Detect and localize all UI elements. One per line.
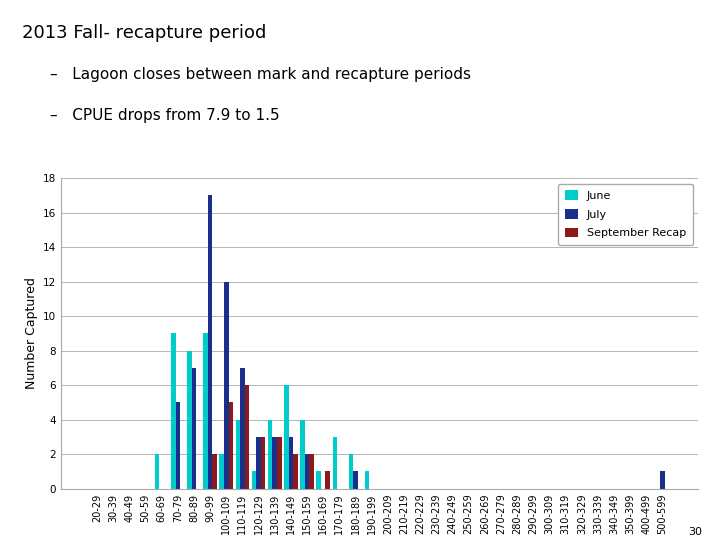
Bar xyxy=(171,334,176,489)
Bar xyxy=(252,471,256,489)
Legend: June, July, September Recap: June, July, September Recap xyxy=(558,184,693,245)
Bar xyxy=(155,454,159,489)
Bar xyxy=(268,420,272,489)
Bar xyxy=(284,385,289,489)
Bar xyxy=(240,368,245,489)
Bar xyxy=(212,454,217,489)
Bar xyxy=(348,454,354,489)
Text: 30: 30 xyxy=(688,527,702,537)
Text: –   CPUE drops from 7.9 to 1.5: – CPUE drops from 7.9 to 1.5 xyxy=(50,108,280,123)
Bar xyxy=(245,385,249,489)
Bar xyxy=(310,454,314,489)
Bar xyxy=(256,437,261,489)
Bar xyxy=(660,471,665,489)
Bar xyxy=(272,437,277,489)
Bar xyxy=(277,437,282,489)
Bar xyxy=(220,454,224,489)
Bar xyxy=(208,195,212,489)
Bar xyxy=(305,454,310,489)
Bar xyxy=(333,437,337,489)
Bar xyxy=(176,402,180,489)
Bar xyxy=(261,437,266,489)
Bar xyxy=(289,437,293,489)
Bar xyxy=(325,471,330,489)
Bar xyxy=(317,471,321,489)
Bar xyxy=(365,471,369,489)
Y-axis label: Number Captured: Number Captured xyxy=(24,278,37,389)
Bar xyxy=(354,471,358,489)
Bar xyxy=(224,282,228,489)
Text: –   Lagoon closes between mark and recapture periods: – Lagoon closes between mark and recaptu… xyxy=(50,68,472,83)
Text: 2013 Fall- recapture period: 2013 Fall- recapture period xyxy=(22,24,266,42)
Bar xyxy=(203,334,208,489)
Bar xyxy=(192,368,196,489)
Bar xyxy=(187,350,192,489)
Bar xyxy=(293,454,297,489)
Bar xyxy=(235,420,240,489)
Bar xyxy=(300,420,305,489)
Bar xyxy=(228,402,233,489)
